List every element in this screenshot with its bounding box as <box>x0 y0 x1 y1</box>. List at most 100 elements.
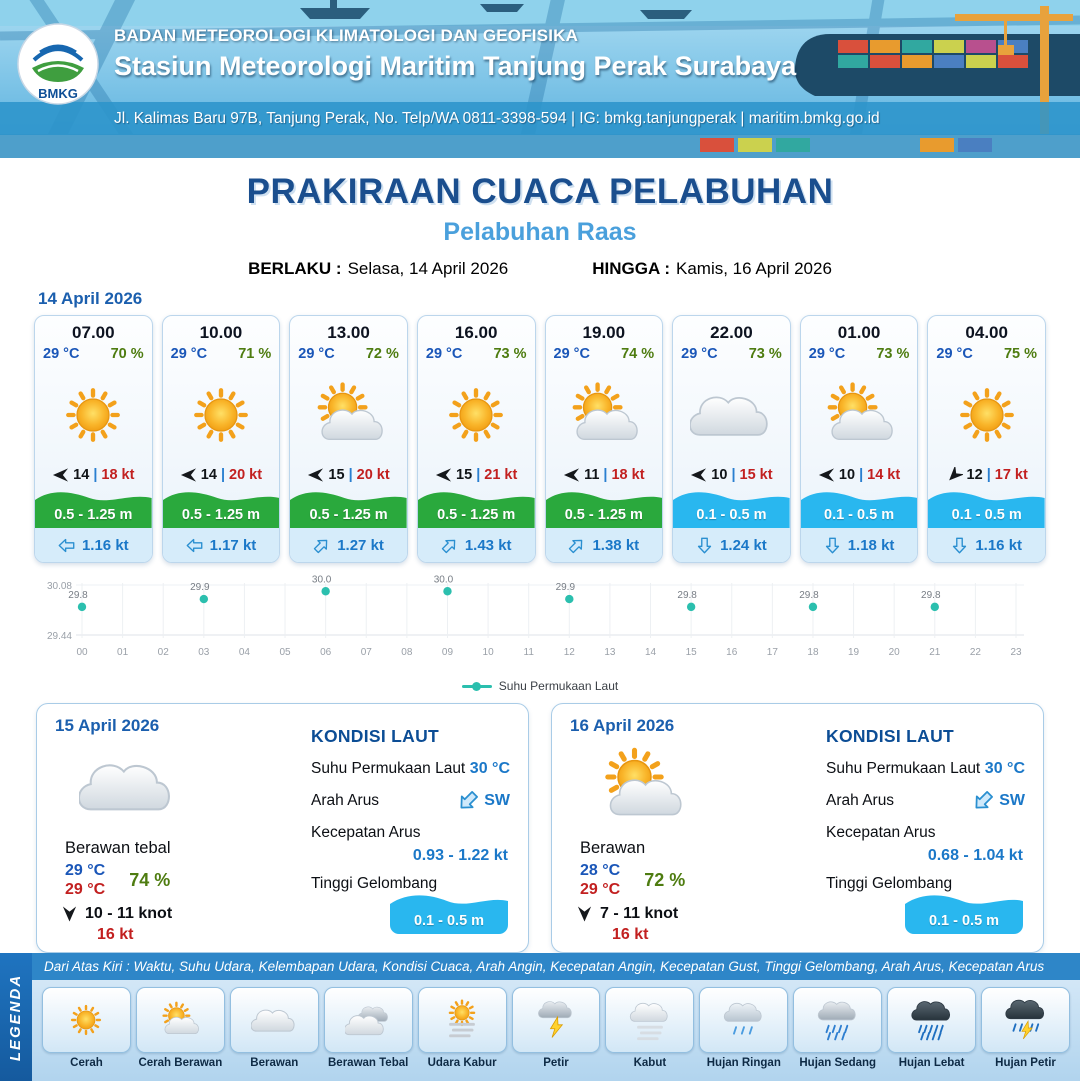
current-direction-icon <box>313 539 328 553</box>
current-speed-row: Kecepatan Arus <box>311 824 510 842</box>
current-row: 1.24 kt <box>673 528 790 562</box>
gust-speed: 20 kt <box>356 467 390 483</box>
current-direction-icon <box>825 537 839 553</box>
svg-text:11: 11 <box>524 647 535 658</box>
svg-text:16: 16 <box>726 647 738 658</box>
wave-height-band: 0.1 - 0.5 m <box>800 486 918 528</box>
forecast-time: 22.00 <box>710 323 753 342</box>
daily-gust: 16 kt <box>612 926 649 943</box>
forecast-card-13.00: 13.00 29 °C 72 % 15 | 20 kt 0.5 - 1.25 m 1… <box>289 315 408 563</box>
station-name: Stasiun Meteorologi Maritim Tanjung Pera… <box>114 51 797 81</box>
sea-conditions-heading: KONDISI LAUT <box>826 726 955 746</box>
svg-text:14: 14 <box>645 647 657 658</box>
wave-height-value: 0.1 - 0.5 m <box>951 507 1022 523</box>
series-marker-icon <box>461 681 492 691</box>
current-row: 1.16 kt <box>928 528 1045 562</box>
wave-height-value: 0.1 - 0.5 m <box>413 913 485 929</box>
svg-text:29.9: 29.9 <box>190 582 210 593</box>
wind-speed: 15 <box>328 467 345 483</box>
legend-item-berawan-tebal: Berawan Tebal <box>323 987 413 1069</box>
legend-icon-box <box>793 987 883 1053</box>
svg-text:21: 21 <box>929 647 941 658</box>
current-direction-icon <box>58 538 75 552</box>
legend: LEGENDA Dari Atas Kiri : Waktu, Suhu Uda… <box>0 953 1080 1081</box>
weather-icon-wrap <box>35 362 152 467</box>
temp-humidity-row: 29 °C 73 % <box>673 343 790 362</box>
svg-text:23: 23 <box>1010 647 1022 658</box>
wind-direction-icon <box>948 467 963 481</box>
validity-row: BERLAKU : Selasa, 14 April 2026 HINGGA : K… <box>0 259 1080 279</box>
humidity: 73 % <box>748 346 782 362</box>
svg-text:02: 02 <box>158 647 170 658</box>
svg-text:29.8: 29.8 <box>677 590 697 601</box>
wave-shape <box>545 492 663 528</box>
wind-direction-icon <box>577 906 592 922</box>
cerah-icon <box>66 387 121 442</box>
wind-row: 14 | 18 kt <box>35 467 152 483</box>
wind-direction-icon <box>62 906 77 922</box>
svg-text:29.8: 29.8 <box>921 590 941 601</box>
daily-wind-row: 7 - 11 knot <box>576 905 810 923</box>
svg-text:29.8: 29.8 <box>799 590 819 601</box>
current-direction-icon <box>441 539 456 553</box>
wind-speed: 15 <box>456 467 473 483</box>
wave-shape <box>390 895 508 934</box>
svg-text:04: 04 <box>239 647 251 658</box>
wave-height-band: 0.5 - 1.25 m <box>290 486 407 528</box>
current-direction-value: SW <box>999 792 1025 809</box>
weather-icon-wrap <box>546 362 663 467</box>
svg-text:19: 19 <box>848 647 860 658</box>
daily-card-15-april-2026: 15 April 2026 Berawan tebal 29 °C 74 % 2… <box>36 703 529 953</box>
svg-text:03: 03 <box>198 647 210 658</box>
current-speed: 1.18 kt <box>847 536 895 554</box>
wave-height-value: 0.5 - 1.25 m <box>437 507 516 523</box>
address-band: Jl. Kalimas Baru 97B, Tanjung Perak, No.… <box>0 102 1080 135</box>
wind-row: 11 | 18 kt <box>546 467 663 483</box>
daily-card-16-april-2026: 16 April 2026 Berawan 28 °C 72 % 29 °C 7… <box>551 703 1044 953</box>
legend-item-hujan-sedang: Hujan Sedang <box>793 987 883 1069</box>
wind-row: 15 | 20 kt <box>290 467 407 483</box>
valid-from-value: Selasa, 14 April 2026 <box>347 259 509 278</box>
daily-humidity: 74 % <box>129 870 171 890</box>
cerah-icon <box>194 387 248 442</box>
svg-text:18: 18 <box>807 647 819 658</box>
forecast-card-16.00: 16.00 29 °C 73 % 15 | 21 kt 0.5 - 1.25 m 1… <box>416 315 536 563</box>
wind-gust-separator: | <box>476 467 481 483</box>
sea-conditions-heading: KONDISI LAUT <box>311 726 440 746</box>
legend-icon-box <box>981 987 1070 1053</box>
wind-direction-icon <box>564 468 580 482</box>
berawan-icon <box>690 396 769 436</box>
wave-height-label: Tinggi Gelombang <box>826 875 953 892</box>
forecast-time: 13.00 <box>327 323 370 342</box>
daily-wind-speed: 7 - 11 knot <box>600 905 679 922</box>
weather-icon-wrap <box>673 362 790 467</box>
svg-text:01: 01 <box>117 647 129 658</box>
current-speed: 1.16 kt <box>81 536 129 554</box>
wave-height-row: Tinggi Gelombang <box>826 875 1025 893</box>
current-direction-row: Arah Arus SW <box>311 790 510 812</box>
sst-chart-svg: 00 01 02 03 04 05 06 07 08 09 10 11 12 13 14 15 16 17 18 19… <box>47 574 1024 658</box>
current-row: 1.43 kt <box>417 528 535 562</box>
air-temperature: 29 °C <box>808 346 846 362</box>
daily-weather-icon-wrap <box>594 738 810 839</box>
current-speed: 1.43 kt <box>464 536 512 554</box>
wind-speed: 14 <box>73 467 90 483</box>
wave-height-band: 0.5 - 1.25 m <box>417 486 535 528</box>
daily-temps: 29 °C 74 % 29 °C <box>65 862 170 899</box>
legend-item-hujan-petir: Hujan Petir <box>981 987 1070 1069</box>
svg-text:30.08: 30.08 <box>47 581 72 592</box>
wave-shape <box>905 895 1023 934</box>
legend-icon-box <box>887 987 977 1053</box>
temp-humidity-row: 29 °C 73 % <box>418 343 535 362</box>
wave-shape <box>162 492 280 528</box>
bmkg-logo: BMKG <box>16 22 100 106</box>
wind-row: 14 | 20 kt <box>163 467 280 483</box>
air-temperature: 29 °C <box>681 346 718 362</box>
legend-item-petir: Petir <box>511 987 601 1069</box>
legend-label: Berawan Tebal <box>328 1057 409 1069</box>
berawan-icon <box>77 764 170 811</box>
sst-value: 30 °C <box>984 760 1025 777</box>
legend-icon-box <box>511 987 601 1053</box>
legend-icon-box <box>42 987 131 1053</box>
daily-wind-row: 10 - 11 knot <box>61 905 295 923</box>
